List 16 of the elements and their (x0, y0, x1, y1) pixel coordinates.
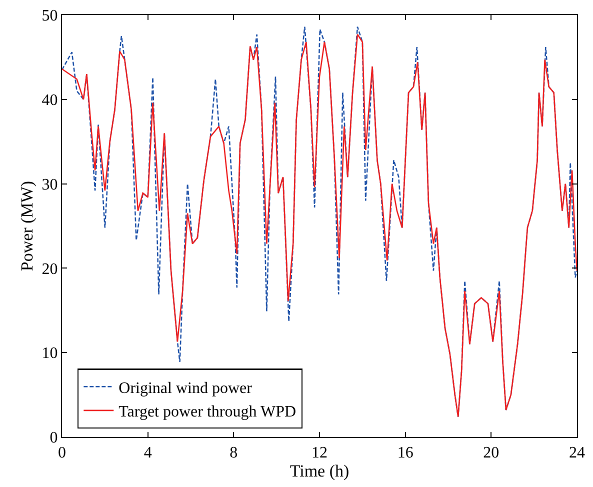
y-axis-title: Power (MW) (17, 180, 36, 272)
y-tick-label: 40 (42, 92, 58, 109)
x-tick-label: 20 (483, 444, 500, 462)
x-tick-label: 16 (397, 444, 414, 462)
x-tick-label: 8 (230, 444, 238, 462)
legend-label: Original wind power (118, 380, 253, 397)
y-tick-label: 0 (50, 430, 58, 447)
y-tick-label: 20 (42, 260, 58, 278)
y-tick-label: 30 (42, 176, 58, 194)
x-axis-title: Time (h) (290, 461, 350, 480)
y-tick-label: 10 (42, 345, 58, 362)
x-tick-label: 24 (569, 444, 585, 462)
x-tick-label: 12 (312, 444, 328, 462)
y-tick-label: 50 (42, 8, 58, 25)
x-tick-label: 4 (144, 444, 152, 462)
legend-label: Target power through WPD (118, 404, 296, 421)
